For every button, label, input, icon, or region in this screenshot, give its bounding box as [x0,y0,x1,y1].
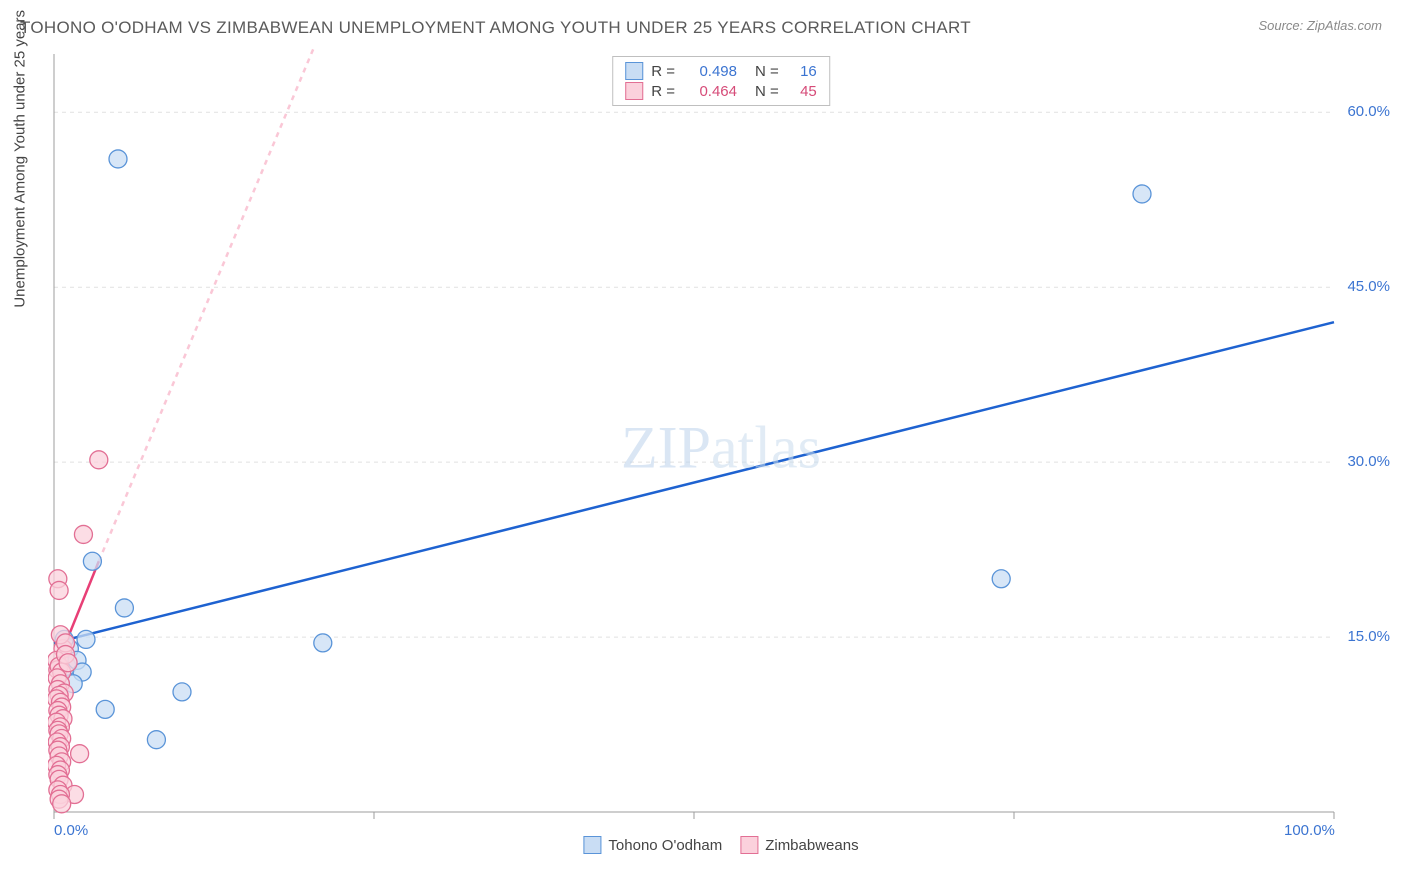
legend-n-label: N = [755,83,779,100]
chart-title: TOHONO O'ODHAM VS ZIMBABWEAN UNEMPLOYMEN… [20,18,971,38]
legend-n-value: 45 [787,83,817,100]
legend-series-label: Zimbabweans [765,837,858,854]
legend-swatch [625,82,643,100]
chart-area: Unemployment Among Youth under 25 years … [48,48,1394,848]
legend-r-value: 0.464 [683,83,737,100]
legend-stat-row: R = 0.498 N = 16 [625,61,817,81]
x-tick-label: 100.0% [1284,822,1335,839]
legend-swatch [740,836,758,854]
y-tick-label: 15.0% [1347,628,1390,645]
legend-series: Tohono O'odham Zimbabweans [583,836,858,854]
legend-series-item: Zimbabweans [740,836,858,854]
legend-r-label: R = [651,83,675,100]
source-attribution: Source: ZipAtlas.com [1258,18,1382,33]
y-tick-label: 30.0% [1347,453,1390,470]
legend-n-value: 16 [787,63,817,80]
legend-n-label: N = [755,63,779,80]
y-tick-label: 60.0% [1347,103,1390,120]
legend-swatch [625,62,643,80]
y-axis-label: Unemployment Among Youth under 25 years [12,10,29,308]
scatter-plot [48,48,1394,848]
legend-r-value: 0.498 [683,63,737,80]
legend-series-item: Tohono O'odham [583,836,722,854]
y-tick-label: 45.0% [1347,278,1390,295]
legend-r-label: R = [651,63,675,80]
legend-swatch [583,836,601,854]
legend-stat-row: R = 0.464 N = 45 [625,81,817,101]
legend-stats: R = 0.498 N = 16 R = 0.464 N = 45 [612,56,830,106]
x-tick-label: 0.0% [54,822,88,839]
legend-series-label: Tohono O'odham [608,837,722,854]
